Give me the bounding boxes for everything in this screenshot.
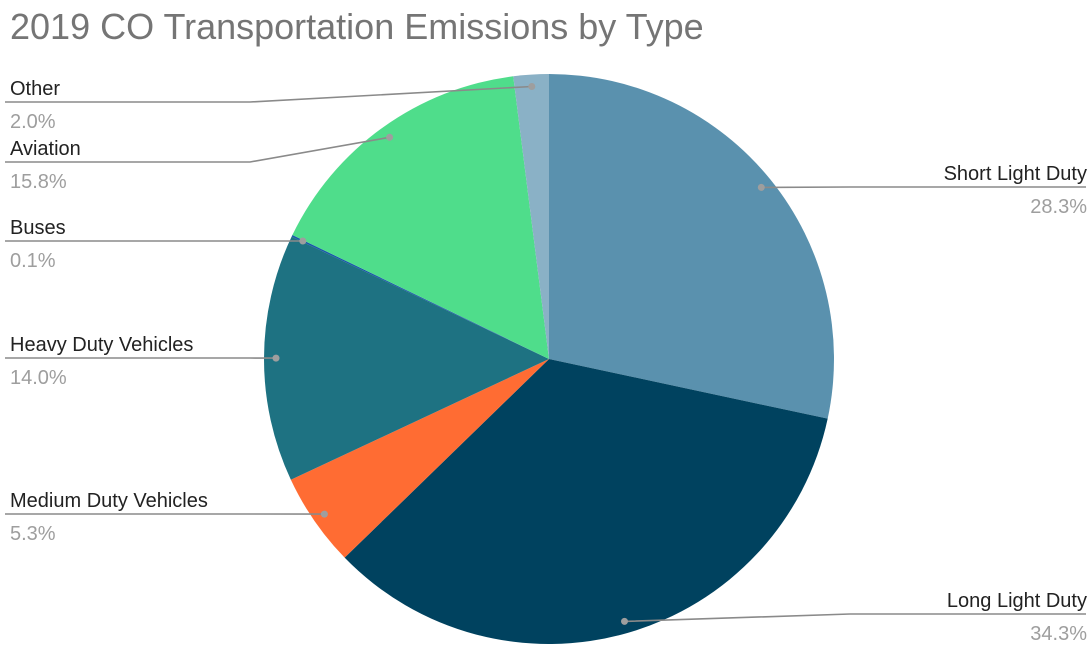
pie-slice-buses xyxy=(291,235,549,359)
leader-line-other xyxy=(5,85,532,103)
slice-percent-buses: 0.1% xyxy=(10,250,56,272)
slice-label-long-light-duty: Long Light Duty xyxy=(947,590,1087,612)
leader-line-long-light-duty xyxy=(624,613,1086,623)
pie-slice-long-light-duty xyxy=(344,359,828,644)
label-anchor-dot xyxy=(621,617,628,625)
label-anchor-dot xyxy=(272,354,280,362)
slice-label-aviation: Aviation xyxy=(10,138,81,160)
label-anchor-dot xyxy=(299,237,307,245)
label-anchor-dot xyxy=(320,510,328,518)
chart-title: 2019 CO Transportation Emissions by Type xyxy=(10,6,704,47)
pie-slice-aviation xyxy=(292,76,549,359)
slice-percent-other: 2.0% xyxy=(10,111,56,133)
slice-label-buses: Buses xyxy=(10,217,66,239)
label-anchor-dot xyxy=(386,133,394,141)
slice-label-medium-duty-vehicles: Medium Duty Vehicles xyxy=(10,490,208,512)
slice-label-short-light-duty: Short Light Duty xyxy=(944,163,1087,185)
slice-label-other: Other xyxy=(10,78,60,100)
slice-percent-long-light-duty: 34.3% xyxy=(1030,623,1087,645)
slice-label-heavy-duty-vehicles: Heavy Duty Vehicles xyxy=(10,334,193,356)
pie-slice-short-light-duty xyxy=(549,74,834,419)
label-anchor-dot xyxy=(757,183,765,191)
pie-slice-heavy-duty-vehicles xyxy=(264,236,549,480)
leader-line-aviation xyxy=(5,136,390,163)
slice-percent-heavy-duty-vehicles: 14.0% xyxy=(10,367,67,389)
slice-percent-aviation: 15.8% xyxy=(10,171,67,193)
slice-percent-short-light-duty: 28.3% xyxy=(1030,196,1087,218)
pie-slice-other xyxy=(513,74,549,359)
slice-percent-medium-duty-vehicles: 5.3% xyxy=(10,523,56,545)
pie-slice-medium-duty-vehicles xyxy=(290,359,549,558)
label-anchor-dot xyxy=(528,83,536,90)
